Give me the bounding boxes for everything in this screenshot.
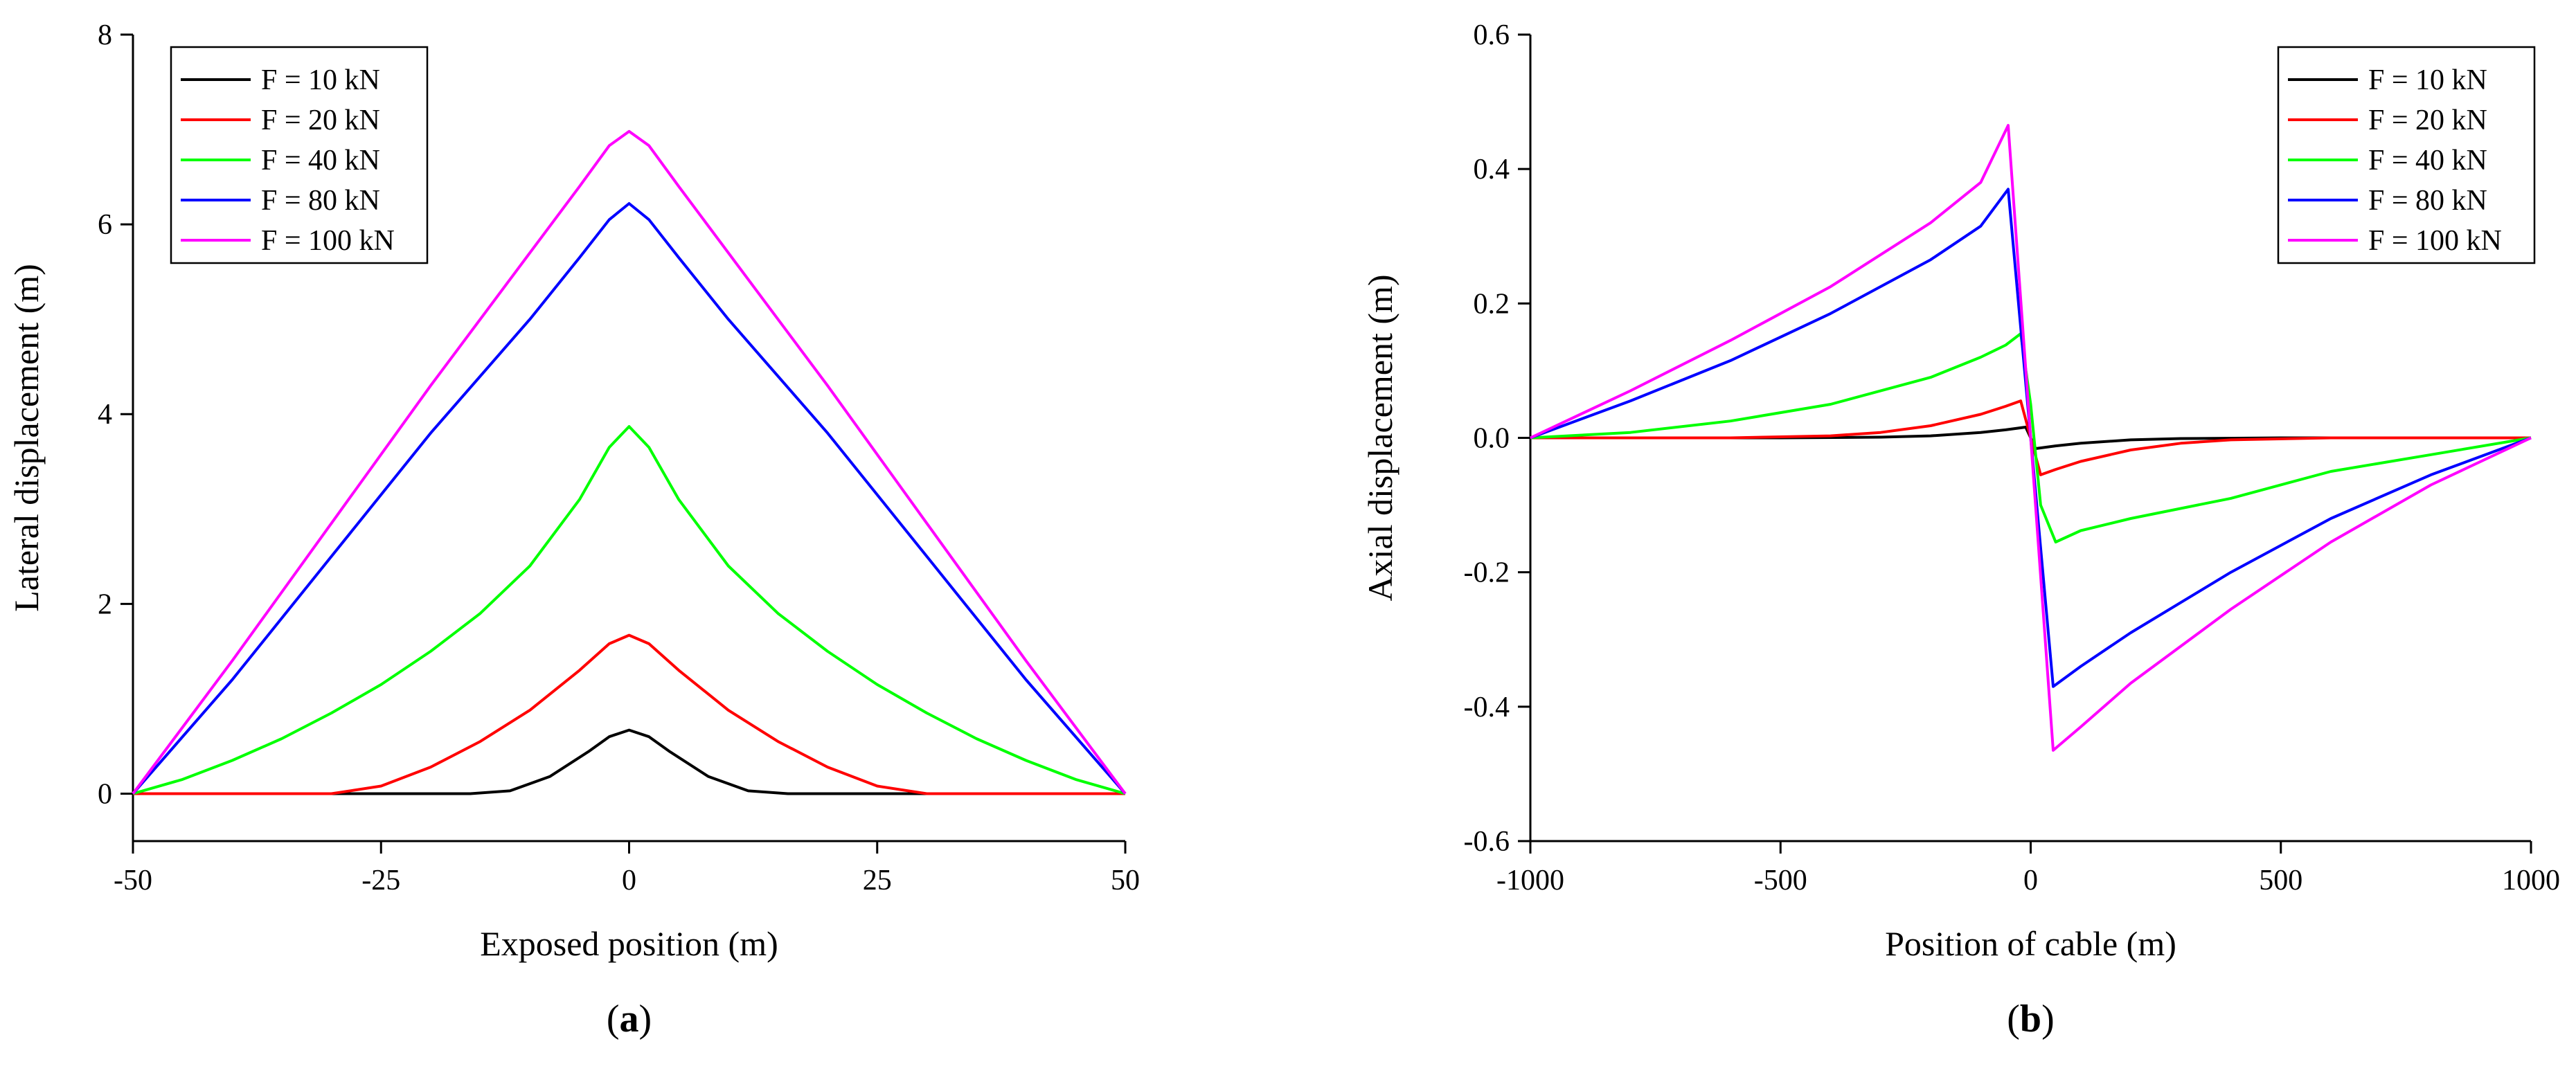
series-line-100kn [132,129,1127,795]
x-tick-label: -500 [1754,865,1807,896]
legend: F = 10 kN F = 20 kN F = 40 kN F = 80 kN F = … [2277,46,2536,264]
y-tick-label: -0.2 [1464,557,1510,589]
legend-box [2277,46,2536,264]
x-tick-label: 50 [1111,865,1140,896]
legend-label: F = 20 kN [2368,105,2487,136]
x-tick-label: 0 [622,865,636,896]
x-tick-label: 25 [863,865,892,896]
y-tick-label: 2 [98,588,112,620]
legend-label: F = 100 kN [261,225,395,257]
series-line-80kn [132,202,1127,795]
legend-label: F = 40 kN [261,145,380,177]
y-tick-label: 0.6 [1474,19,1510,51]
x-tick-label: -50 [114,865,152,896]
panel-letter: a [620,998,639,1040]
legend-label: F = 80 kN [261,185,380,217]
series-line-40kn [1530,332,2532,543]
legend-label: F = 20 kN [261,105,380,136]
y-tick-label: 0.4 [1474,154,1510,186]
x-axis-title: Position of cable (m) [1885,924,2176,963]
y-axis-title: Axial displacement (m) [1361,274,1399,601]
y-tick-label: 6 [98,209,112,241]
series-line-10kn [133,728,1125,795]
legend: F = 10 kN F = 20 kN F = 40 kN F = 80 kN F = … [170,46,429,264]
y-axis-title: Lateral displacement (m) [7,264,46,612]
x-tick-label: 500 [2259,865,2302,896]
x-tick-label: 0 [2023,865,2038,896]
y-tick-label: 4 [98,399,112,431]
legend-label: F = 10 kN [2368,64,2487,96]
legend-box [170,46,429,264]
legend-label: F = 80 kN [2368,185,2487,217]
x-axis-title: Exposed position (m) [480,924,778,963]
panel-label: (b) [2007,998,2054,1040]
y-tick-label: 8 [98,19,112,51]
legend-label: F = 100 kN [2368,225,2502,257]
series-line-100kn [1530,124,2532,752]
legend-label: F = 40 kN [2368,145,2487,177]
x-tick-label: 1000 [2502,865,2560,896]
y-tick-label: 0.2 [1474,288,1510,320]
y-tick-label: 0.0 [1474,423,1510,455]
series-line-40kn [132,425,1126,795]
series-line-20kn [133,633,1125,795]
y-tick-label: -0.4 [1464,692,1510,723]
panel-b: -1000 -500 0 500 1000 -0.6 -0.4 -0.2 0.0 0.2 0.4 0.… [1361,19,2560,1040]
legend-label: F = 10 kN [261,64,380,96]
y-tick-label: 0 [98,778,112,810]
panel-letter: b [2020,998,2041,1040]
x-tick-label: -1000 [1496,865,1564,896]
panel-label: (a) [607,998,652,1040]
panel-a: -50 -25 0 25 50 0 2 4 6 8 Exposed position (m) Late… [7,19,1140,1040]
x-tick-label: -25 [361,865,400,896]
y-tick-label: -0.6 [1464,826,1510,858]
